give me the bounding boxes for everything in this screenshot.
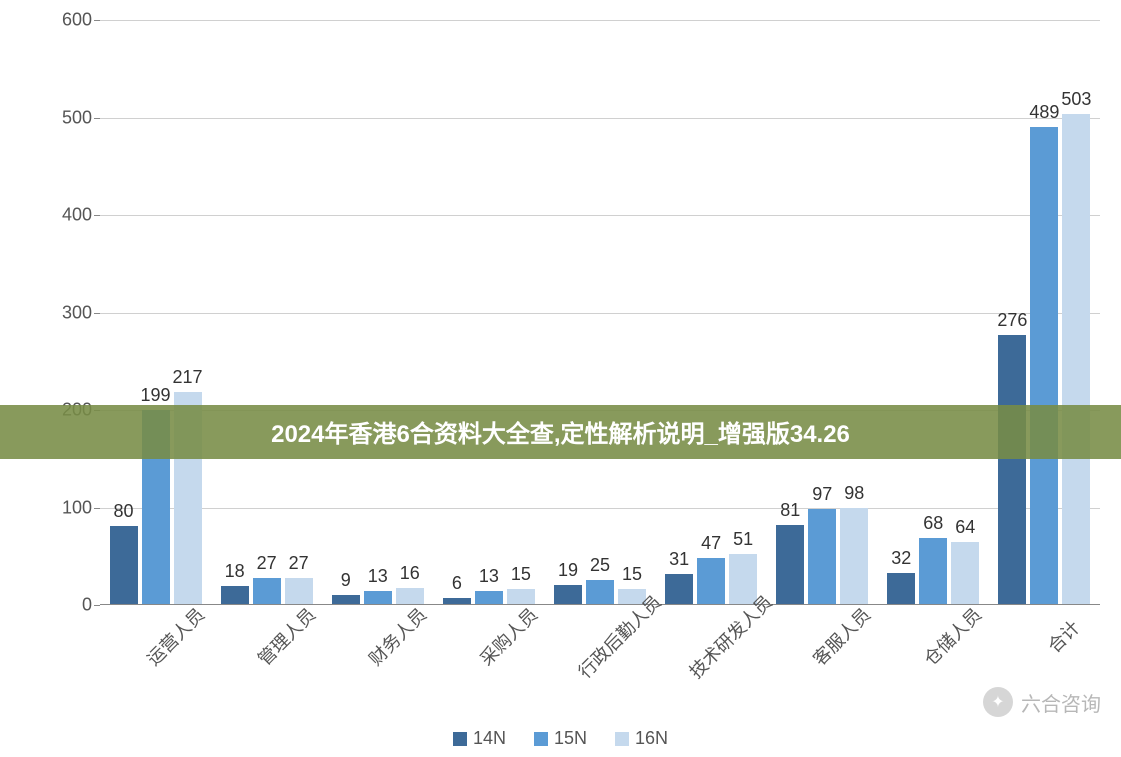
bar-value-label: 97 <box>812 484 832 505</box>
bar-value-label: 276 <box>997 310 1027 331</box>
chart-container: 0100200300400500600 80199217182727913166… <box>50 20 1100 605</box>
x-axis-label: 合计 <box>1042 614 1086 658</box>
plot-area: 80 199217 18 27 27 9 13 16 6 13 15 19 25 15 31 47 51 81 97… <box>100 20 1100 605</box>
bar <box>808 509 836 604</box>
bar <box>443 598 471 604</box>
bar-value-label: 15 <box>622 564 642 585</box>
bar <box>554 585 582 604</box>
bar-value-label: 13 <box>479 566 499 587</box>
overlay-text: 2024年香港6合资料大全查,定性解析说明_增强版34.26 <box>271 414 850 449</box>
category-group: 276 489503 <box>989 20 1100 604</box>
watermark: ✦ 六合咨询 <box>983 687 1101 717</box>
watermark-icon: ✦ <box>983 687 1013 717</box>
bar-value-label: 31 <box>669 549 689 570</box>
x-axis-label: 仓储人员 <box>918 602 987 671</box>
legend-item: 14N <box>453 728 506 749</box>
bar <box>332 595 360 604</box>
legend-item: 15N <box>534 728 587 749</box>
x-axis-label: 运营人员 <box>140 602 209 671</box>
bar <box>253 578 281 604</box>
overlay-banner: 2024年香港6合资料大全查,定性解析说明_增强版34.26 <box>0 405 1121 459</box>
legend-label: 15N <box>554 728 587 749</box>
bar <box>586 580 614 604</box>
legend-swatch <box>453 732 467 746</box>
bar <box>475 591 503 604</box>
bar-value-label: 32 <box>891 548 911 569</box>
bar-value-label: 25 <box>590 555 610 576</box>
bar-value-label: 217 <box>173 367 203 388</box>
bar-value-label: 81 <box>780 500 800 521</box>
category-group: 80 199217 <box>100 20 211 604</box>
bar <box>840 508 868 604</box>
bar-value-label: 503 <box>1061 89 1091 110</box>
y-tick-label: 400 <box>62 205 92 226</box>
bar-value-label: 19 <box>558 560 578 581</box>
legend: 14N 15N 16N <box>0 728 1121 749</box>
category-group: 32 68 64 <box>878 20 989 604</box>
bar <box>507 589 535 604</box>
category-group: 81 97 98 <box>767 20 878 604</box>
bar <box>998 335 1026 604</box>
bar-value-label: 51 <box>733 529 753 550</box>
bar-value-label: 15 <box>511 564 531 585</box>
y-axis: 0100200300400500600 <box>50 20 100 605</box>
y-tick-mark <box>94 605 100 606</box>
bar-value-label: 80 <box>114 501 134 522</box>
bar-value-label: 16 <box>400 563 420 584</box>
category-group: 18 27 27 <box>211 20 322 604</box>
bar-value-label: 489 <box>1029 102 1059 123</box>
bar <box>1062 114 1090 604</box>
x-axis-label: 管理人员 <box>251 602 320 671</box>
y-tick-label: 600 <box>62 10 92 31</box>
x-axis-labels: 运营人员管理人员财务人员采购人员行政后勤人员技术研发人员客服人员仓储人员合计 <box>100 615 1100 695</box>
bar <box>919 538 947 604</box>
bar-value-label: 27 <box>289 553 309 574</box>
bar-value-label: 68 <box>923 513 943 534</box>
x-axis-label: 客服人员 <box>807 602 876 671</box>
bar <box>364 591 392 604</box>
x-axis-label: 财务人员 <box>362 602 431 671</box>
bar-value-label: 6 <box>452 573 462 594</box>
y-tick-label: 300 <box>62 302 92 323</box>
bar-value-label: 13 <box>368 566 388 587</box>
bar <box>697 558 725 604</box>
bar <box>221 586 249 604</box>
category-group: 31 47 51 <box>656 20 767 604</box>
bar <box>776 525 804 604</box>
bar-value-label: 47 <box>701 533 721 554</box>
bar <box>951 542 979 604</box>
category-group: 9 13 16 <box>322 20 433 604</box>
bar-value-label: 27 <box>257 553 277 574</box>
watermark-text: 六合咨询 <box>1021 688 1101 717</box>
bar <box>1030 127 1058 604</box>
bar <box>285 578 313 604</box>
bar <box>665 574 693 604</box>
bar-value-label: 64 <box>955 517 975 538</box>
y-tick-label: 500 <box>62 107 92 128</box>
bar <box>887 573 915 604</box>
bar-value-label: 199 <box>141 385 171 406</box>
watermark-glyph: ✦ <box>991 692 1004 712</box>
bar <box>396 588 424 604</box>
legend-label: 14N <box>473 728 506 749</box>
bar <box>110 526 138 604</box>
bar-value-label: 98 <box>844 483 864 504</box>
y-tick-label: 0 <box>82 595 92 616</box>
y-tick-label: 100 <box>62 497 92 518</box>
bar-value-label: 18 <box>225 561 245 582</box>
category-group: 6 13 15 <box>433 20 544 604</box>
legend-swatch <box>615 732 629 746</box>
legend-swatch <box>534 732 548 746</box>
legend-label: 16N <box>635 728 668 749</box>
legend-item: 16N <box>615 728 668 749</box>
bar-value-label: 9 <box>341 570 351 591</box>
x-axis-label: 采购人员 <box>473 602 542 671</box>
category-group: 19 25 15 <box>544 20 655 604</box>
